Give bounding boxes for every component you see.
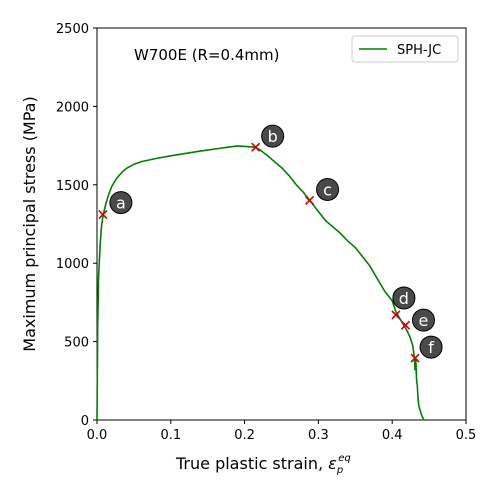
point-cross-stroke <box>391 310 401 320</box>
y-tick-label: 2000 <box>56 100 89 115</box>
plot-area <box>96 27 467 421</box>
point-badge-d <box>392 286 416 310</box>
chart-annotation: W700E (R=0.4mm) <box>134 46 279 64</box>
point-label-d: d <box>399 289 409 308</box>
point-cross-stroke <box>410 353 420 363</box>
point-badge-c <box>316 177 340 201</box>
point-cross-stroke <box>304 195 315 206</box>
point-label-c: c <box>323 180 332 199</box>
point-badge-a <box>109 191 133 215</box>
series-layer <box>96 145 425 421</box>
x-axis-title-symbol: ε <box>328 454 337 473</box>
legend: SPH-JC <box>351 35 459 63</box>
point-label-a: a <box>116 194 126 213</box>
point-badge-e <box>411 308 435 332</box>
point-marker-f <box>410 353 420 363</box>
x-axis-title-subscript: p <box>336 465 343 476</box>
point-label-f: f <box>428 338 434 357</box>
point-badge-f <box>419 335 443 359</box>
x-tick-label: 0.0 <box>87 428 108 443</box>
y-axis-title: Maximum principal stress (MPa) <box>20 96 39 351</box>
point-marker-e <box>400 320 411 330</box>
point-badge-b <box>261 124 285 148</box>
point-label-b: b <box>268 127 278 146</box>
x-axis-title-text: True plastic strain, <box>175 454 328 473</box>
x-axis-title-superscript: eq <box>338 453 351 464</box>
point-marker-d <box>391 310 401 320</box>
y-tick-label: 0 <box>81 414 89 429</box>
x-tick-label: 0.3 <box>308 428 329 443</box>
points-layer: a b c def <box>98 124 443 363</box>
y-tick-label: 1500 <box>56 179 89 194</box>
x-axis-title: True plastic strain, εpeq <box>175 453 351 476</box>
point-cross-stroke <box>251 142 261 152</box>
point-cross-stroke <box>400 320 411 330</box>
y-tick-label: 2500 <box>56 22 89 37</box>
x-tick-label: 0.1 <box>160 428 181 443</box>
legend-label-sph-jc: SPH-JC <box>397 43 441 58</box>
x-tick-label: 0.2 <box>234 428 255 443</box>
point-label-e: e <box>419 311 429 330</box>
legend-box <box>351 35 459 63</box>
point-marker-b <box>251 142 261 152</box>
x-axis-ticks: 0.0 0.1 0.2 0.3 0.4 0.5 <box>87 420 477 443</box>
point-cross-stroke <box>98 210 108 220</box>
series-line-sph-jc <box>96 145 425 421</box>
x-tick-label: 0.4 <box>382 428 403 443</box>
y-tick-label: 500 <box>64 336 89 351</box>
y-tick-label: 1000 <box>56 257 89 272</box>
y-axis-ticks: 0 500 1000 1500 2000 2500 <box>56 22 97 429</box>
point-marker-a <box>98 210 108 220</box>
point-marker-c <box>304 195 315 206</box>
x-tick-label: 0.5 <box>456 428 477 443</box>
